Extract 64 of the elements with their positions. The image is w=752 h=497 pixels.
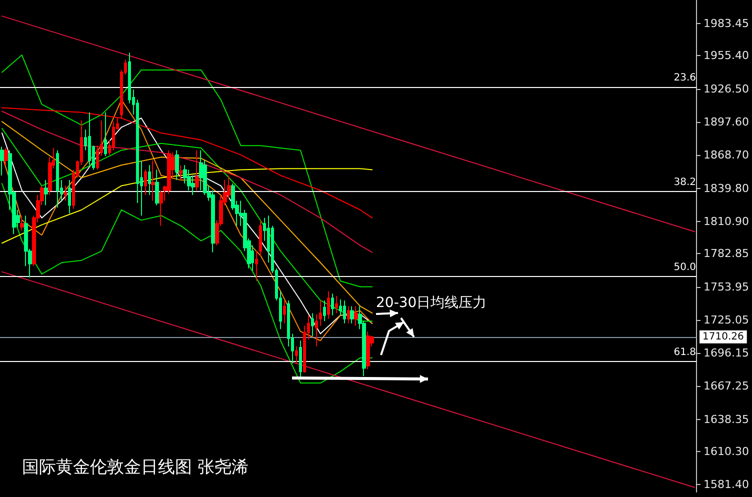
y-tick-label: 1753.95: [704, 280, 750, 294]
candlestick: [366, 330, 370, 370]
y-tick-label: 1696.15: [704, 346, 750, 360]
candlestick: [327, 290, 330, 320]
candlestick: [255, 250, 258, 282]
y-tick-label: 1897.60: [704, 116, 750, 129]
y-tick-label: 1581.40: [704, 478, 750, 492]
y-tick-label: 1782.85: [704, 247, 750, 260]
candlestick: [311, 312, 314, 337]
candlestick: [187, 169, 191, 191]
candlestick: [64, 185, 67, 202]
y-tick-label: 1926.50: [704, 82, 750, 96]
candlestick: [319, 300, 322, 326]
candlestick: [155, 169, 159, 206]
candlestick: [347, 306, 350, 324]
candlestick: [295, 346, 298, 364]
ref-line-label: 1710.26: [702, 331, 744, 342]
line-series: [1, 182, 373, 384]
candlestick: [0, 146, 4, 176]
candlestick: [323, 300, 326, 322]
candlestick: [259, 220, 262, 256]
y-tick-label: 1868.70: [704, 148, 750, 162]
candlestick: [104, 112, 107, 156]
candlestick: [144, 169, 147, 196]
candlestick: [56, 150, 59, 208]
candlestick: [148, 164, 151, 196]
y-tick-label: 1839.80: [704, 182, 750, 195]
candlestick: [195, 150, 199, 191]
candlestick: [350, 306, 354, 324]
candlestick: [151, 160, 155, 202]
candlestick: [20, 215, 24, 232]
y-tick-label: 1638.35: [704, 412, 750, 426]
candlestick: [179, 164, 183, 181]
y-tick-label: 1725.05: [704, 313, 750, 326]
candlestick: [211, 190, 215, 253]
candlestick: [299, 340, 302, 379]
y-tick-label: 1610.30: [704, 445, 750, 458]
candlestick: [343, 300, 346, 324]
candlestick: [354, 306, 358, 326]
candlestick: [88, 112, 91, 166]
candlestick: [283, 300, 286, 324]
annotation: 50.0: [674, 262, 696, 273]
candlestick: [315, 314, 318, 347]
candlestick: [331, 293, 334, 316]
annotation: 61.8: [674, 346, 696, 358]
y-tick-label: 1955.40: [704, 49, 750, 62]
candlestick: [175, 150, 179, 181]
candlestick: [68, 180, 71, 214]
line-series: [1, 110, 373, 253]
line-series: [1, 168, 373, 244]
candlestick: [112, 121, 115, 151]
candlestick: [44, 180, 48, 206]
annotation: 23.6: [674, 72, 696, 84]
y-tick-label: 1983.45: [704, 17, 750, 30]
candlestick: [4, 147, 8, 166]
y-tick-label: 1667.25: [704, 380, 750, 393]
line-series: [1, 54, 373, 288]
candlestick: [159, 190, 163, 226]
candlestick: [335, 295, 338, 314]
candlestick: [199, 150, 203, 191]
text: 国际黄金伦敦金日线图 张尧浠: [22, 458, 248, 478]
annotation: 38.2: [674, 177, 696, 188]
annotation: 20-30日均线压力: [376, 295, 487, 311]
y-tick-label: 1810.90: [704, 214, 750, 228]
